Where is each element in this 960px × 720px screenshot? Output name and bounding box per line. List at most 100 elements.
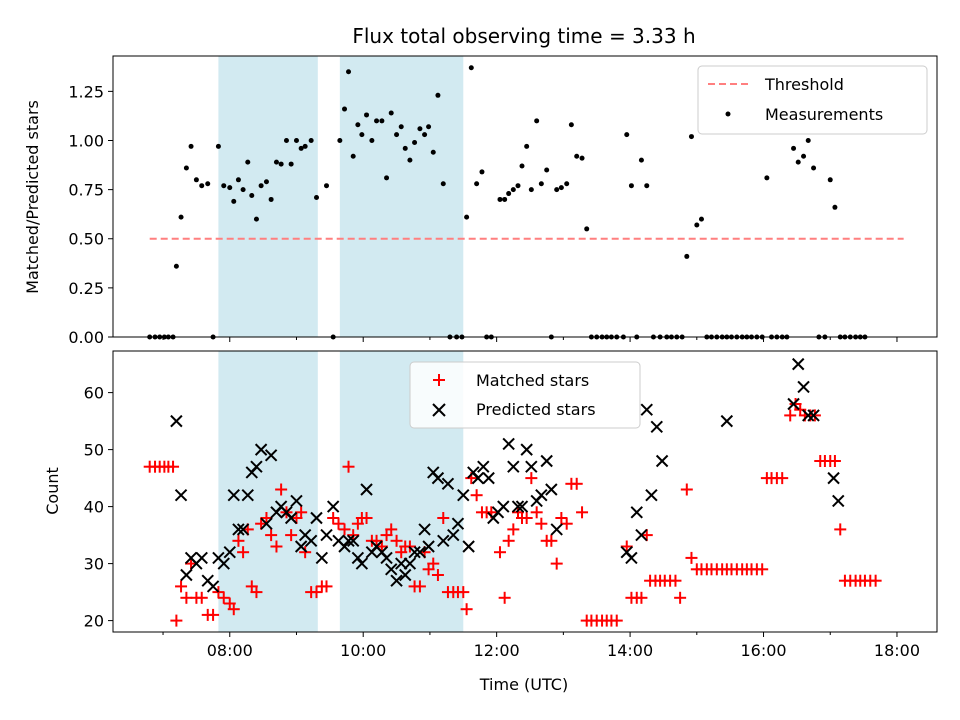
measurement-point bbox=[288, 161, 294, 167]
predicted-star-point bbox=[241, 488, 254, 502]
matched-star-point bbox=[470, 489, 483, 502]
predicted-star-point bbox=[520, 443, 533, 456]
measurement-point bbox=[412, 139, 418, 145]
predicted-star-point bbox=[390, 574, 403, 587]
legend-measurements-swatch bbox=[725, 111, 731, 117]
measurement-point bbox=[324, 183, 330, 189]
top-y-tick-label: 0.75 bbox=[68, 181, 104, 200]
predicted-star-point bbox=[550, 523, 563, 536]
predicted-star-point bbox=[380, 551, 393, 565]
matched-star-point bbox=[227, 603, 240, 616]
predicted-star-point bbox=[360, 483, 373, 496]
top-plot-frame bbox=[112, 55, 938, 338]
predicted-star-point bbox=[497, 500, 510, 513]
measurement-point bbox=[554, 187, 560, 193]
predicted-star-point bbox=[385, 563, 398, 576]
predicted-star-point bbox=[431, 471, 445, 485]
predicted-star-point bbox=[797, 380, 810, 394]
bottom-y-tick-label: 50 bbox=[84, 441, 104, 460]
measurement-point bbox=[515, 183, 521, 189]
predicted-star-point bbox=[264, 449, 278, 462]
bottom-y-tick-label: 20 bbox=[84, 612, 104, 631]
measurement-point bbox=[235, 177, 241, 183]
bottom-y-ticks: 20 30 40 50 60 bbox=[84, 384, 113, 631]
measurement-point bbox=[795, 159, 801, 165]
measurement-point bbox=[249, 193, 255, 199]
measurement-point bbox=[245, 159, 251, 165]
top-legend: Threshold Measurements bbox=[697, 65, 928, 135]
measurement-point bbox=[644, 183, 650, 189]
measurement-point bbox=[519, 163, 525, 169]
predicted-star-point bbox=[457, 488, 470, 502]
predicted-star-point bbox=[630, 506, 643, 519]
measurement-point bbox=[628, 183, 634, 189]
legend-threshold-label: Threshold bbox=[764, 75, 844, 94]
predicted-star-point bbox=[399, 568, 412, 582]
measurement-point bbox=[258, 183, 264, 189]
predicted-star-point bbox=[462, 540, 475, 553]
matched-star-point bbox=[212, 586, 225, 599]
predicted-star-point bbox=[502, 437, 515, 451]
predicted-star-point bbox=[217, 557, 230, 570]
measurement-point bbox=[379, 118, 385, 124]
predicted-star-point bbox=[355, 557, 369, 570]
matched-star-point bbox=[460, 603, 473, 616]
measurement-point bbox=[422, 132, 428, 138]
predicted-star-point bbox=[441, 477, 455, 491]
legend-predicted-label: Predicted stars bbox=[476, 400, 596, 419]
predicted-star-point bbox=[807, 409, 820, 422]
predicted-star-point bbox=[802, 409, 815, 422]
predicted-star-point bbox=[787, 397, 800, 411]
measurement-point bbox=[273, 159, 279, 165]
measurement-point bbox=[524, 143, 530, 149]
matched-star-point bbox=[756, 563, 769, 576]
top-y-tick-label: 1.25 bbox=[68, 82, 104, 101]
predicted-star-point bbox=[422, 540, 435, 553]
predicted-star-point bbox=[437, 534, 450, 548]
matched-star-point bbox=[520, 512, 533, 525]
matched-star-point bbox=[685, 551, 698, 564]
matched-star-point bbox=[390, 534, 403, 547]
top-y-tick-label: 1.00 bbox=[68, 131, 104, 150]
matched-star-point bbox=[669, 574, 682, 587]
measurement-point bbox=[193, 177, 199, 183]
matched-star-point bbox=[545, 534, 558, 547]
measurement-point bbox=[221, 183, 227, 189]
predicted-star-point bbox=[655, 454, 669, 468]
measurement-point bbox=[698, 216, 704, 222]
measurement-point bbox=[579, 155, 585, 161]
measurement-point bbox=[430, 149, 436, 155]
matched-star-point bbox=[498, 591, 511, 604]
top-y-tick-label: 0.50 bbox=[68, 230, 104, 249]
measurement-point bbox=[188, 143, 194, 149]
bottom-y-axis-label: Count bbox=[43, 467, 62, 515]
measurement-point bbox=[510, 187, 516, 193]
measurement-point bbox=[263, 179, 269, 185]
legend-matched-swatch bbox=[433, 374, 445, 386]
measurement-point bbox=[227, 185, 233, 191]
measurement-point bbox=[827, 177, 833, 183]
measurement-point bbox=[350, 153, 356, 159]
matched-star-point bbox=[493, 546, 506, 559]
predicted-star-point bbox=[832, 494, 845, 508]
predicted-star-point bbox=[315, 551, 329, 565]
measurement-point bbox=[811, 165, 817, 171]
measurement-point bbox=[231, 198, 237, 204]
measurement-point bbox=[534, 118, 540, 124]
matched-star-point bbox=[320, 580, 333, 593]
predicted-star-point bbox=[645, 488, 658, 502]
matched-star-point bbox=[285, 529, 298, 542]
measurement-point bbox=[355, 122, 361, 128]
matched-star-point bbox=[457, 586, 470, 599]
measurement-point bbox=[791, 145, 797, 151]
matched-star-point bbox=[195, 591, 208, 604]
predicted-star-point bbox=[792, 357, 805, 371]
matched-star-point bbox=[295, 506, 308, 519]
matched-star-point bbox=[680, 483, 693, 496]
bottom-panel: 20 30 40 50 60 08:00 10:00 12:00 14:00 16:00 18:0… bbox=[43, 350, 938, 694]
matched-star-point bbox=[265, 529, 278, 542]
predicted-stars-points bbox=[170, 357, 845, 593]
predicted-star-point bbox=[525, 460, 538, 473]
matched-star-point bbox=[525, 472, 538, 485]
measurement-point bbox=[497, 196, 503, 202]
